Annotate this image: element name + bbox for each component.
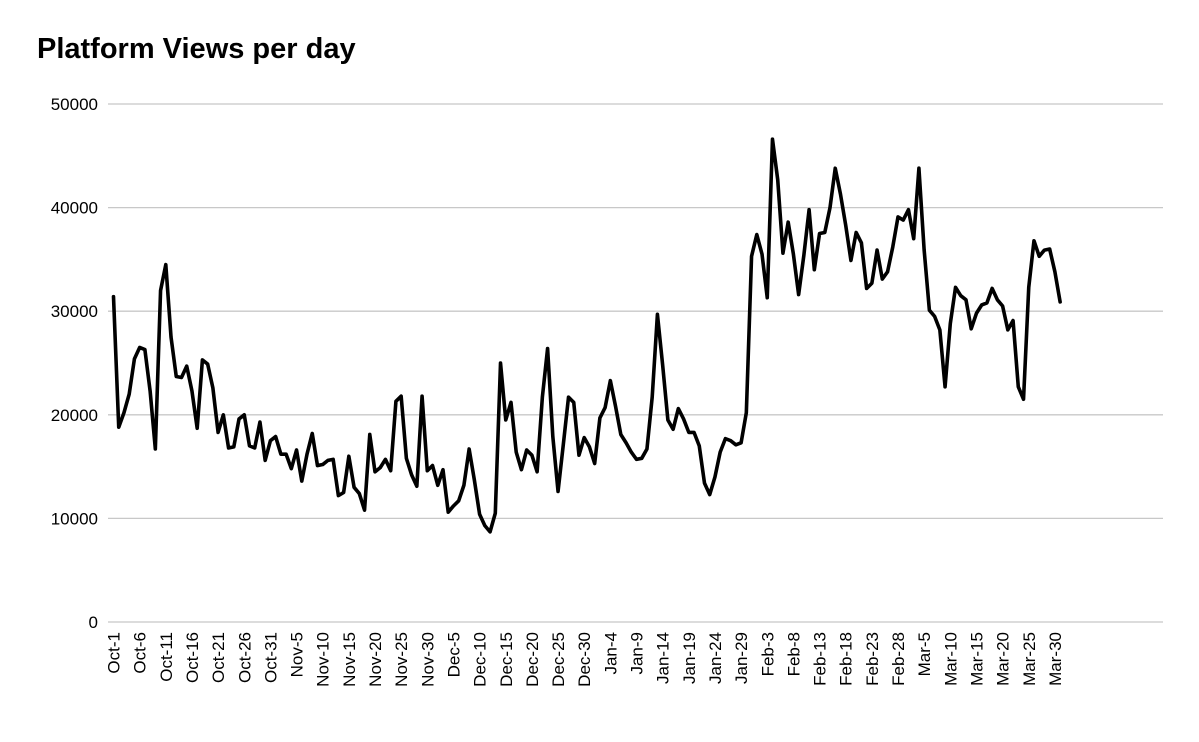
chart-title: Platform Views per day bbox=[37, 33, 356, 65]
x-tick-label: Oct-26 bbox=[235, 632, 254, 683]
x-tick-label: Oct-6 bbox=[131, 632, 150, 674]
x-tick-label: Feb-18 bbox=[837, 632, 856, 686]
x-tick-label: Dec-15 bbox=[497, 632, 516, 687]
gridlines bbox=[108, 103, 1163, 623]
x-tick-label: Feb-8 bbox=[784, 632, 803, 676]
x-tick-label: Jan-9 bbox=[628, 632, 647, 675]
x-tick-label: Mar-30 bbox=[1046, 632, 1065, 686]
x-tick-label: Mar-20 bbox=[994, 632, 1013, 686]
x-tick-label: Feb-23 bbox=[863, 632, 882, 686]
x-tick-label: Mar-15 bbox=[967, 632, 986, 686]
x-tick-label: Nov-15 bbox=[340, 632, 359, 687]
x-tick-label: Nov-10 bbox=[314, 632, 333, 687]
x-tick-label: Jan-14 bbox=[654, 632, 673, 684]
x-tick-label: Feb-13 bbox=[811, 632, 830, 686]
y-tick-label: 20000 bbox=[51, 406, 98, 425]
x-axis-tick-labels: Oct-1 Oct-6 Oct-11 Oct-16 Oct-21 Oct-26 Oct-31… bbox=[105, 632, 1065, 687]
x-tick-label: Oct-11 bbox=[157, 632, 176, 682]
x-tick-label: Dec-5 bbox=[444, 632, 463, 677]
x-tick-label: Nov-25 bbox=[392, 632, 411, 687]
y-axis-tick-labels: 0 10000 20000 30000 40000 50000 bbox=[51, 95, 98, 632]
y-tick-label: 40000 bbox=[51, 199, 98, 218]
x-tick-label: Oct-16 bbox=[183, 632, 202, 683]
x-tick-label: Jan-29 bbox=[732, 632, 751, 684]
x-tick-label: Oct-21 bbox=[209, 632, 228, 683]
y-tick-label: 50000 bbox=[51, 95, 98, 114]
series-layer bbox=[111, 137, 1062, 534]
x-tick-label: Dec-10 bbox=[471, 632, 490, 687]
x-tick-label: Jan-4 bbox=[601, 632, 620, 675]
x-tick-label: Jan-24 bbox=[706, 632, 725, 684]
x-tick-label: Dec-30 bbox=[575, 632, 594, 687]
x-tick-label: Mar-25 bbox=[1020, 632, 1039, 686]
x-tick-label: Jan-19 bbox=[680, 632, 699, 684]
x-tick-label: Dec-25 bbox=[549, 632, 568, 687]
x-tick-label: Dec-20 bbox=[523, 632, 542, 687]
x-tick-label: Feb-3 bbox=[758, 632, 777, 676]
y-tick-label: 0 bbox=[89, 613, 98, 632]
x-tick-label: Mar-5 bbox=[915, 632, 934, 676]
x-tick-label: Feb-28 bbox=[889, 632, 908, 686]
series-line bbox=[111, 137, 1062, 534]
x-tick-label: Oct-1 bbox=[105, 632, 124, 674]
x-tick-label: Nov-20 bbox=[366, 632, 385, 687]
x-tick-label: Oct-31 bbox=[261, 632, 280, 683]
x-tick-label: Nov-30 bbox=[418, 632, 437, 687]
x-tick-label: Nov-5 bbox=[288, 632, 307, 677]
x-tick-label: Mar-10 bbox=[941, 632, 960, 686]
y-tick-label: 30000 bbox=[51, 302, 98, 321]
y-tick-label: 10000 bbox=[51, 509, 98, 528]
